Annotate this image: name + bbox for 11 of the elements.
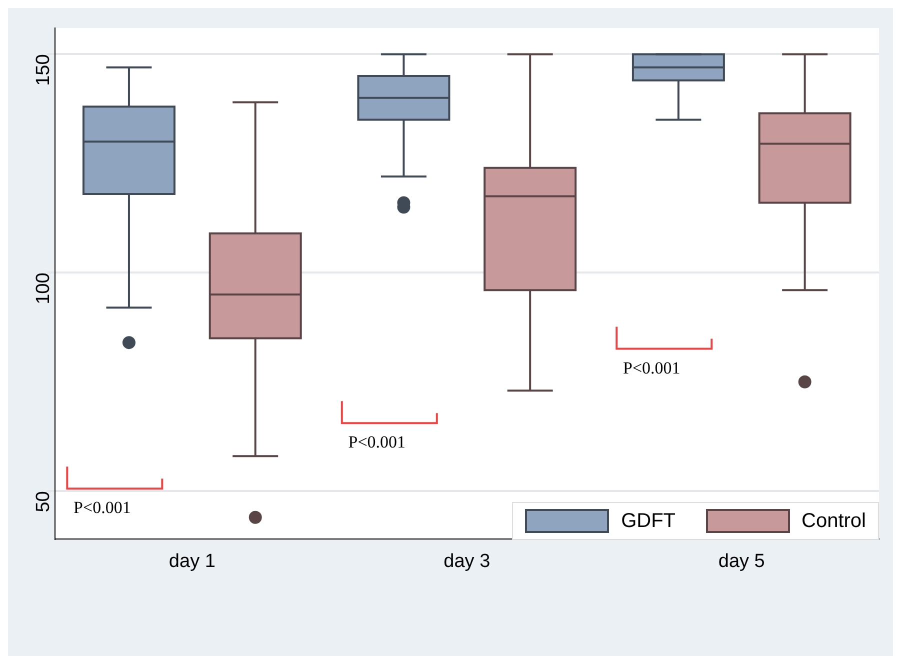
legend-label: Control bbox=[802, 510, 866, 532]
y-tick-label: 100 bbox=[33, 272, 54, 304]
annotation: P<0.001 bbox=[74, 498, 131, 518]
x-tick-label: day 3 bbox=[444, 550, 490, 572]
x-tick-label: day 1 bbox=[168, 550, 216, 572]
annotation: P<0.001 bbox=[348, 432, 406, 452]
legend-label: GDFT bbox=[621, 510, 676, 532]
y-tick-label: 150 bbox=[33, 54, 54, 86]
x-tick-label: day 5 bbox=[718, 550, 765, 572]
y-tick-label: 50 bbox=[33, 491, 54, 512]
annotation: P<0.001 bbox=[622, 358, 680, 378]
